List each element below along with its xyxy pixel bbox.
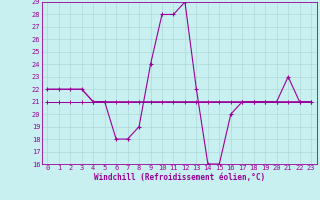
X-axis label: Windchill (Refroidissement éolien,°C): Windchill (Refroidissement éolien,°C): [94, 173, 265, 182]
